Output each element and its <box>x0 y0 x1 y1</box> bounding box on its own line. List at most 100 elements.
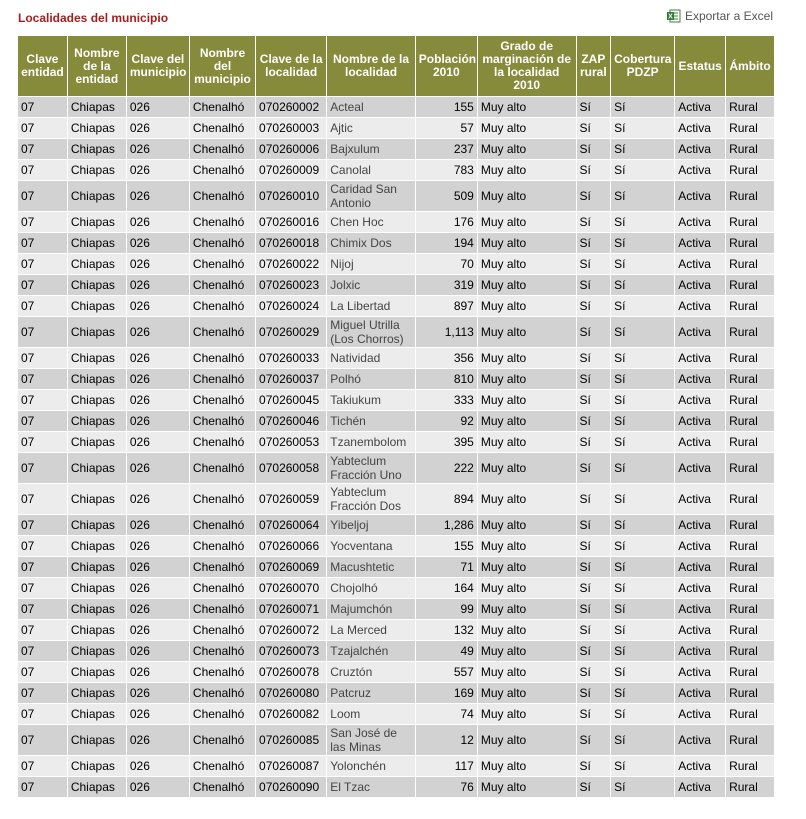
cell-estatus: Activa <box>675 181 726 211</box>
cell-poblacion: 92 <box>415 411 477 431</box>
cell-nombre-localidad: Chimix Dos <box>327 233 415 253</box>
cell-zap-rural: Sí <box>576 296 611 316</box>
cell-clave-localidad: 070260023 <box>256 275 327 295</box>
cell-clave-municipio: 026 <box>126 557 189 577</box>
cell-grado-marginacion: Muy alto <box>477 97 576 117</box>
cell-ambito: Rural <box>726 317 774 347</box>
cell-nombre-entidad: Chiapas <box>67 118 126 138</box>
cell-grado-marginacion: Muy alto <box>477 160 576 180</box>
cell-nombre-entidad: Chiapas <box>67 254 126 274</box>
cell-nombre-municipio: Chenalhó <box>189 725 256 755</box>
cell-cobertura-pdzp: Sí <box>611 411 675 431</box>
cell-nombre-entidad: Chiapas <box>67 725 126 755</box>
cell-nombre-municipio: Chenalhó <box>189 411 256 431</box>
cell-grado-marginacion: Muy alto <box>477 515 576 535</box>
cell-grado-marginacion: Muy alto <box>477 411 576 431</box>
cell-clave-entidad: 07 <box>18 348 67 368</box>
cell-clave-entidad: 07 <box>18 536 67 556</box>
cell-clave-municipio: 026 <box>126 599 189 619</box>
cell-nombre-municipio: Chenalhó <box>189 777 256 797</box>
cell-poblacion: 557 <box>415 662 477 682</box>
cell-cobertura-pdzp: Sí <box>611 756 675 776</box>
cell-ambito: Rural <box>726 160 774 180</box>
table-row: 07 Chiapas 026 Chenalhó 070260073 Tzajalchén 4… <box>18 641 774 661</box>
table-row: 07 Chiapas 026 Chenalhó 070260080 Patcruz 169 M… <box>18 683 774 703</box>
cell-zap-rural: Sí <box>576 578 611 598</box>
cell-zap-rural: Sí <box>576 599 611 619</box>
cell-zap-rural: Sí <box>576 233 611 253</box>
cell-nombre-entidad: Chiapas <box>67 620 126 640</box>
export-label[interactable]: Exportar a Excel <box>684 9 773 23</box>
cell-zap-rural: Sí <box>576 725 611 755</box>
cell-nombre-localidad: Majumchón <box>327 599 415 619</box>
cell-nombre-entidad: Chiapas <box>67 662 126 682</box>
cell-clave-localidad: 070260006 <box>256 139 327 159</box>
table-row: 07 Chiapas 026 Chenalhó 070260070 Chojolhó 164… <box>18 578 774 598</box>
cell-ambito: Rural <box>726 662 774 682</box>
cell-poblacion: 237 <box>415 139 477 159</box>
cell-estatus: Activa <box>675 254 726 274</box>
cell-ambito: Rural <box>726 97 774 117</box>
cell-clave-entidad: 07 <box>18 725 67 755</box>
cell-clave-entidad: 07 <box>18 557 67 577</box>
cell-clave-municipio: 026 <box>126 348 189 368</box>
cell-poblacion: 395 <box>415 432 477 452</box>
cell-estatus: Activa <box>675 275 726 295</box>
cell-clave-entidad: 07 <box>18 432 67 452</box>
col-header-estatus: Estatus <box>675 36 726 96</box>
table-row: 07 Chiapas 026 Chenalhó 070260046 Tichén 92 Muy… <box>18 411 774 431</box>
col-header-ambito: Ámbito <box>726 36 774 96</box>
cell-estatus: Activa <box>675 118 726 138</box>
cell-clave-entidad: 07 <box>18 620 67 640</box>
cell-nombre-municipio: Chenalhó <box>189 275 256 295</box>
cell-clave-localidad: 070260033 <box>256 348 327 368</box>
cell-nombre-entidad: Chiapas <box>67 704 126 724</box>
cell-nombre-localidad: Takiukum <box>327 390 415 410</box>
cell-nombre-localidad: Nijoj <box>327 254 415 274</box>
cell-poblacion: 509 <box>415 181 477 211</box>
export-excel-link[interactable]: X Exportar a Excel <box>666 9 773 23</box>
cell-nombre-entidad: Chiapas <box>67 348 126 368</box>
cell-nombre-municipio: Chenalhó <box>189 620 256 640</box>
cell-zap-rural: Sí <box>576 557 611 577</box>
table-row: 07 Chiapas 026 Chenalhó 070260085 San José de… <box>18 725 774 755</box>
cell-cobertura-pdzp: Sí <box>611 348 675 368</box>
cell-nombre-entidad: Chiapas <box>67 777 126 797</box>
cell-zap-rural: Sí <box>576 181 611 211</box>
cell-clave-entidad: 07 <box>18 390 67 410</box>
cell-clave-localidad: 070260090 <box>256 777 327 797</box>
cell-zap-rural: Sí <box>576 620 611 640</box>
cell-clave-municipio: 026 <box>126 369 189 389</box>
cell-cobertura-pdzp: Sí <box>611 181 675 211</box>
table-row: 07 Chiapas 026 Chenalhó 070260058 Yabteclum F… <box>18 453 774 483</box>
cell-nombre-entidad: Chiapas <box>67 139 126 159</box>
cell-grado-marginacion: Muy alto <box>477 599 576 619</box>
cell-clave-entidad: 07 <box>18 704 67 724</box>
cell-clave-entidad: 07 <box>18 369 67 389</box>
cell-ambito: Rural <box>726 704 774 724</box>
cell-zap-rural: Sí <box>576 212 611 232</box>
table-row: 07 Chiapas 026 Chenalhó 070260003 Ajtic 57 Muy … <box>18 118 774 138</box>
cell-ambito: Rural <box>726 348 774 368</box>
cell-estatus: Activa <box>675 390 726 410</box>
cell-nombre-localidad: Acteal <box>327 97 415 117</box>
cell-zap-rural: Sí <box>576 536 611 556</box>
cell-zap-rural: Sí <box>576 254 611 274</box>
cell-cobertura-pdzp: Sí <box>611 683 675 703</box>
cell-nombre-municipio: Chenalhó <box>189 212 256 232</box>
cell-nombre-localidad: Jolxic <box>327 275 415 295</box>
cell-clave-entidad: 07 <box>18 118 67 138</box>
table-row: 07 Chiapas 026 Chenalhó 070260069 Macushtetic… <box>18 557 774 577</box>
table-row: 07 Chiapas 026 Chenalhó 070260022 Nijoj 70 Muy … <box>18 254 774 274</box>
cell-clave-localidad: 070260022 <box>256 254 327 274</box>
cell-poblacion: 71 <box>415 557 477 577</box>
cell-cobertura-pdzp: Sí <box>611 599 675 619</box>
cell-ambito: Rural <box>726 181 774 211</box>
cell-estatus: Activa <box>675 620 726 640</box>
cell-estatus: Activa <box>675 348 726 368</box>
cell-estatus: Activa <box>675 578 726 598</box>
cell-clave-entidad: 07 <box>18 578 67 598</box>
table-row: 07 Chiapas 026 Chenalhó 070260029 Miguel Utri… <box>18 317 774 347</box>
cell-clave-municipio: 026 <box>126 432 189 452</box>
table-header-row: Clave entidad Nombre de la entidad Clave… <box>18 36 774 96</box>
